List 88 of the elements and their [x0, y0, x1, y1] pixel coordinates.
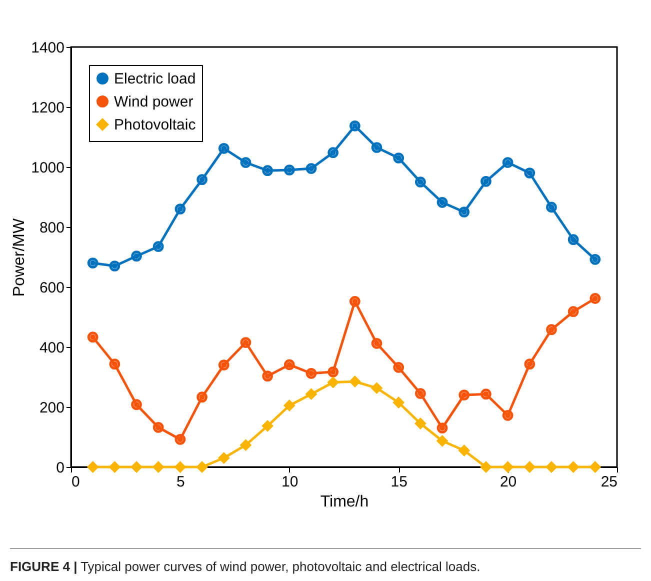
point	[240, 440, 252, 451]
point	[371, 142, 382, 153]
point	[174, 434, 186, 445]
caption: FIGURE 4 | Typical power curves of wind power, photovoltaic and electrical loads.	[10, 559, 482, 574]
point	[328, 147, 339, 158]
point	[546, 324, 557, 336]
y-tick-label: 1000	[31, 160, 64, 176]
point	[480, 388, 492, 400]
y-tick-label: 1400	[31, 40, 64, 56]
point	[436, 196, 448, 208]
point	[306, 163, 317, 174]
point	[458, 206, 470, 218]
point	[480, 462, 492, 472]
point	[393, 397, 404, 408]
x-tick-label: 25	[600, 474, 618, 490]
point	[152, 241, 164, 252]
x-tick-label: 0	[72, 474, 80, 490]
point	[262, 420, 273, 432]
point	[415, 176, 426, 188]
point	[524, 168, 536, 178]
point	[546, 462, 557, 472]
point	[196, 392, 208, 403]
point	[328, 376, 339, 388]
point	[87, 462, 98, 472]
point	[174, 204, 186, 214]
point	[174, 462, 186, 472]
y-tick-label: 200	[39, 400, 64, 416]
y-tick-label: 800	[39, 220, 64, 236]
point	[568, 306, 579, 318]
point	[393, 152, 404, 164]
point	[502, 410, 514, 421]
point	[306, 388, 317, 400]
point	[306, 368, 317, 379]
legend-label: Electric load	[114, 70, 196, 88]
point	[502, 462, 514, 472]
x-tick-label: 20	[500, 474, 517, 490]
point	[524, 462, 536, 472]
y-tick-label: 1200	[31, 100, 64, 116]
point	[458, 445, 470, 456]
point	[415, 388, 426, 399]
point	[436, 435, 448, 446]
point	[152, 462, 164, 472]
point	[152, 422, 164, 433]
x-tick-label: 5	[176, 474, 185, 490]
point	[590, 462, 601, 472]
x-axis-title: Time/h	[320, 494, 369, 510]
point	[240, 337, 252, 348]
point	[262, 370, 273, 382]
point	[371, 338, 382, 349]
point	[458, 390, 470, 400]
point	[284, 164, 295, 176]
point	[436, 422, 448, 434]
point	[109, 358, 120, 370]
legend-label: Wind power	[114, 94, 194, 110]
point	[131, 462, 142, 472]
point	[218, 142, 230, 154]
point	[218, 452, 230, 464]
point	[196, 174, 208, 186]
y-axis-title: Power/MW	[11, 217, 28, 297]
point	[568, 462, 579, 472]
point	[262, 165, 273, 176]
point	[109, 260, 120, 272]
x-tick-label: 15	[390, 474, 408, 490]
point	[393, 362, 404, 373]
point	[349, 120, 360, 132]
point	[240, 157, 252, 168]
point	[131, 399, 142, 410]
point	[349, 296, 360, 307]
y-tick-label: 400	[39, 340, 64, 356]
point	[546, 202, 557, 213]
point	[502, 157, 514, 168]
x-tick-label: 10	[282, 474, 298, 490]
legend-label: Photovoltaic	[114, 116, 196, 134]
point	[284, 359, 295, 370]
point	[284, 400, 295, 411]
y-tick-label: 0	[56, 460, 64, 476]
point	[328, 366, 339, 378]
point	[415, 418, 426, 429]
point	[371, 382, 382, 394]
point	[196, 462, 208, 472]
y-tick-label: 600	[39, 280, 64, 296]
point	[524, 358, 536, 370]
point	[218, 360, 230, 370]
point	[480, 176, 492, 187]
point	[349, 376, 360, 387]
point	[109, 462, 120, 472]
point	[131, 250, 142, 262]
point	[568, 234, 579, 246]
